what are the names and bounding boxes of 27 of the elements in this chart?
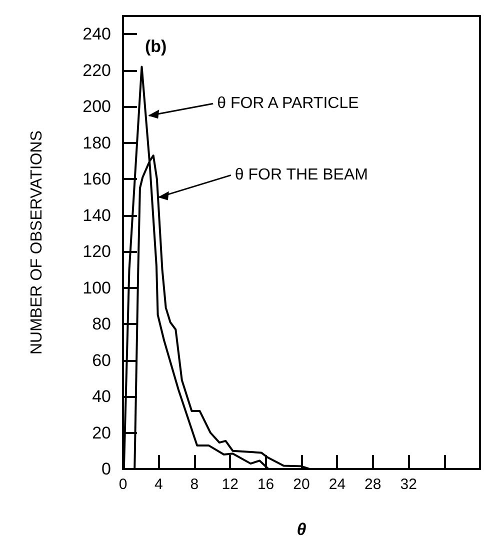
y-tick-label: 200 <box>82 97 111 116</box>
x-tick-label: 4 <box>154 476 163 493</box>
y-tick-label: 100 <box>82 278 111 298</box>
x-tick-label: 16 <box>257 476 274 493</box>
annotation: θ FOR A PARTICLE <box>217 95 359 112</box>
y-tick-label: 180 <box>82 133 111 152</box>
y-axis-title: NUMBER OF OBSERVATIONS <box>28 130 46 355</box>
y-tick-label: 240 <box>82 24 111 44</box>
x-tick-label: 8 <box>190 476 199 493</box>
x-tick-label: 20 <box>293 476 310 493</box>
y-tick-label: 160 <box>82 170 111 189</box>
x-tick-label: 12 <box>222 476 238 493</box>
y-tick-label: 80 <box>92 314 111 334</box>
y-tick-label: 140 <box>82 206 111 225</box>
y-tick-label: 20 <box>92 423 111 442</box>
annotation: θ FOR THE BEAM <box>234 166 368 184</box>
y-tick-label: 220 <box>82 60 111 80</box>
y-tick-label: 60 <box>92 350 111 370</box>
y-tick-label: 0 <box>102 460 111 478</box>
x-tick-label: 32 <box>400 476 417 493</box>
y-tick-label: 40 <box>92 387 111 406</box>
y-tick-label: 120 <box>82 242 111 262</box>
x-axis-title: θ <box>296 520 307 539</box>
x-tick-label: 0 <box>118 476 128 493</box>
x-tick-label: 28 <box>364 476 382 493</box>
x-tick-label: 24 <box>328 476 346 493</box>
annotation: (b) <box>145 37 167 56</box>
